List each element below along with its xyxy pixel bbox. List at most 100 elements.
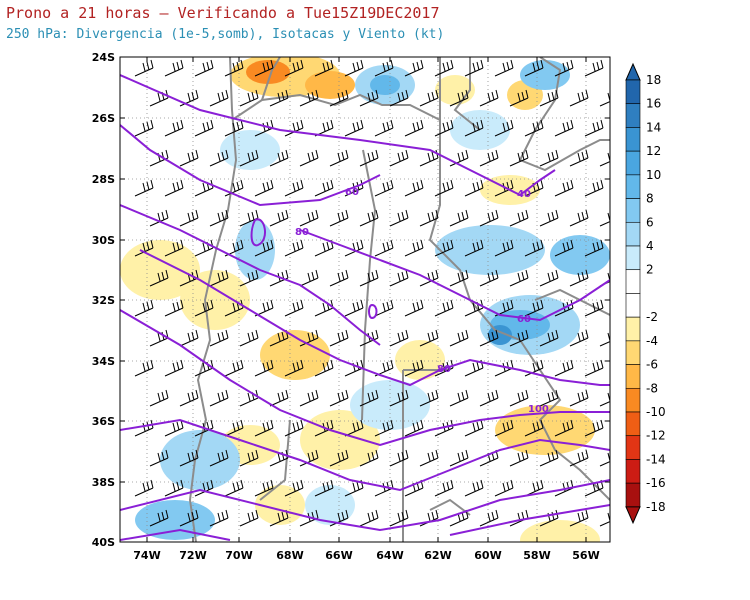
wind-barb: [434, 419, 454, 437]
wind-barb: [449, 89, 469, 107]
wind-barb: [479, 89, 499, 107]
wind-barb: [464, 119, 484, 137]
axis-ticks: [120, 56, 610, 543]
wind-barb: [479, 449, 499, 467]
wind-barb: [389, 509, 409, 527]
wind-barb: [539, 149, 559, 167]
wind-barb: [299, 449, 319, 467]
colorbar-label: 16: [646, 97, 661, 111]
wind-barb: [164, 59, 184, 77]
map-panel: 40 60 80 60 80 100: [120, 57, 610, 542]
wind-barb: [239, 209, 259, 227]
colorbar-label: 14: [646, 120, 661, 134]
wind-barb: [149, 89, 169, 107]
wind-barb: [599, 332, 610, 347]
isotach-label: 80: [437, 364, 451, 375]
colorbar-cap-top: [625, 62, 641, 81]
wind-barb: [284, 299, 304, 317]
wind-barb: [164, 359, 184, 377]
longitude-labels: 74W 72W 70W 68W 66W 64W 62W 60W 58W 56W: [133, 549, 599, 562]
wind-barb: [539, 269, 559, 287]
colorbar-swatch: [625, 79, 641, 105]
lon-label: 56W: [572, 549, 599, 562]
lat-label: 26S: [92, 112, 115, 125]
wind-barb: [569, 389, 589, 407]
wind-barb: [464, 419, 484, 437]
isotach-label: 100: [528, 404, 549, 415]
wind-barb: [599, 152, 610, 167]
colorbar-swatch: [625, 269, 641, 294]
colorbar-swatch: [625, 198, 641, 223]
wind-barb: [584, 359, 604, 377]
wind-barb: [569, 449, 589, 467]
wind-barb: [359, 509, 379, 527]
wind-barb: [374, 119, 394, 137]
wind-barb: [209, 389, 229, 407]
wind-barb: [419, 209, 439, 227]
isotach-label: 60: [345, 187, 359, 198]
wind-barb: [299, 269, 319, 287]
wind-barb: [509, 89, 529, 107]
wind-barb: [599, 272, 610, 287]
wind-barb: [344, 119, 364, 137]
wind-barb: [299, 509, 319, 527]
colorbar-swatch: [625, 245, 641, 271]
wind-barb: [224, 179, 244, 197]
wind-barb: [479, 209, 499, 227]
wind-barb: [509, 449, 529, 467]
wind-barb: [209, 509, 229, 527]
wind-barb: [344, 59, 364, 77]
map-title: Prono a 21 horas – Verificando a Tue15Z1…: [6, 4, 440, 22]
wind-barb: [449, 329, 469, 347]
wind-barb: [584, 239, 604, 257]
colorbar-swatch: [625, 411, 641, 437]
wind-barb: [554, 59, 574, 77]
wind-barb: [254, 239, 274, 257]
wind-barb: [404, 419, 424, 437]
lat-label: 24S: [92, 51, 115, 64]
colorbar: 18 16 14 12 10 8 6 4 2 -2 -4 -6 -8 -10 -12 -14 -16 -18: [625, 62, 666, 525]
colorbar-swatch: [625, 435, 641, 460]
wind-barb: [329, 509, 349, 527]
colorbar-label: -12: [646, 429, 666, 443]
wind-barb: [224, 359, 244, 377]
colorbar-swatch: [625, 364, 641, 389]
colorbar-swatch: [625, 221, 641, 247]
wind-barb: [554, 479, 574, 497]
wind-barb: [314, 59, 334, 77]
colorbar-swatch: [625, 482, 641, 508]
wind-barb: [404, 59, 424, 77]
wind-barb: [434, 359, 454, 377]
wind-barb: [374, 359, 394, 377]
wind-barb: [179, 89, 199, 107]
wind-barb: [164, 179, 184, 197]
wind-barb: [254, 419, 274, 437]
colorbar-label: -8: [646, 381, 658, 395]
colorbar-label: -6: [646, 358, 658, 372]
wind-barb: [554, 419, 574, 437]
wind-barb: [344, 299, 364, 317]
wind-barb: [569, 269, 589, 287]
wind-barb: [329, 89, 349, 107]
wind-barb: [389, 209, 409, 227]
wind-barb: [359, 149, 379, 167]
wind-barb: [179, 209, 199, 227]
wind-barb: [524, 479, 544, 497]
wind-barb: [524, 119, 544, 137]
lon-label: 68W: [276, 549, 303, 562]
wind-barb: [599, 452, 610, 467]
wind-barb: [449, 509, 469, 527]
colorbar-swatch: [625, 103, 641, 128]
wind-barb: [479, 329, 499, 347]
wind-barb: [254, 119, 274, 137]
wind-barb: [239, 89, 259, 107]
wind-barb: [524, 59, 544, 77]
wind-barb: [269, 329, 289, 347]
wind-barb: [329, 389, 349, 407]
wind-barb: [239, 329, 259, 347]
wind-barb: [359, 89, 379, 107]
wind-barb: [404, 479, 424, 497]
colorbar-swatch: [625, 459, 641, 484]
wind-barb: [449, 209, 469, 227]
